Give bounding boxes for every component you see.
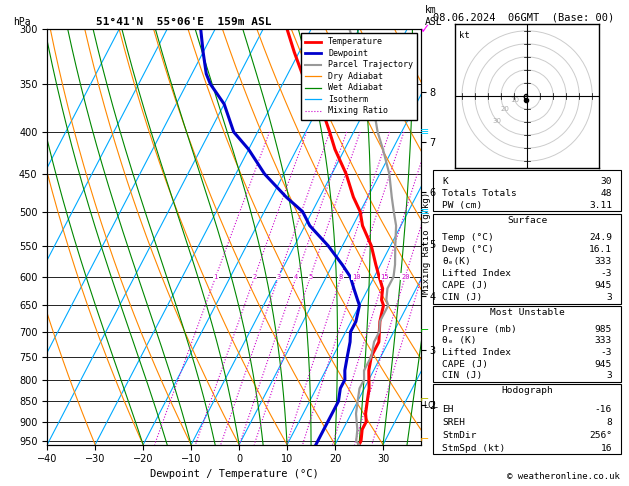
Text: Dewp (°C): Dewp (°C) (442, 245, 494, 254)
Text: 4: 4 (294, 274, 298, 280)
Text: 16: 16 (601, 444, 612, 452)
Text: km
ASL: km ASL (425, 5, 443, 27)
Text: 945: 945 (595, 360, 612, 368)
Text: 8: 8 (606, 418, 612, 427)
Text: 5: 5 (308, 274, 313, 280)
Text: -3: -3 (601, 269, 612, 278)
Text: 20: 20 (500, 106, 509, 112)
Text: Pressure (mb): Pressure (mb) (442, 325, 517, 334)
Text: θₑ(K): θₑ(K) (442, 257, 471, 266)
Text: ⌐: ⌐ (420, 436, 429, 446)
Text: CAPE (J): CAPE (J) (442, 360, 488, 368)
Text: 1: 1 (214, 274, 218, 280)
Text: Mixing Ratio (g/kg): Mixing Ratio (g/kg) (422, 192, 431, 294)
Text: 945: 945 (595, 281, 612, 290)
Text: CIN (J): CIN (J) (442, 371, 482, 380)
Text: Hodograph: Hodograph (501, 386, 553, 396)
Text: Surface: Surface (507, 216, 547, 225)
Text: 8: 8 (339, 274, 343, 280)
Text: 985: 985 (595, 325, 612, 334)
Text: LCL: LCL (423, 401, 438, 410)
Text: 48: 48 (601, 189, 612, 198)
Text: 10: 10 (510, 97, 520, 104)
Text: 10: 10 (352, 274, 360, 280)
Text: ⌐: ⌐ (420, 327, 429, 337)
Text: Totals Totals: Totals Totals (442, 189, 517, 198)
Text: ≡: ≡ (420, 207, 429, 217)
Text: 3.11: 3.11 (589, 201, 612, 210)
Text: CIN (J): CIN (J) (442, 293, 482, 302)
Text: ≡: ≡ (420, 127, 429, 137)
Text: StmSpd (kt): StmSpd (kt) (442, 444, 506, 452)
Text: 08.06.2024  06GMT  (Base: 00): 08.06.2024 06GMT (Base: 00) (433, 12, 614, 22)
Text: hPa: hPa (13, 17, 31, 27)
Text: StmDir: StmDir (442, 431, 477, 440)
Text: SREH: SREH (442, 418, 465, 427)
Text: 15: 15 (381, 274, 389, 280)
Text: © weatheronline.co.uk: © weatheronline.co.uk (507, 472, 620, 481)
Text: EH: EH (442, 405, 454, 414)
Text: 30: 30 (493, 118, 502, 124)
Text: 51°41'N  55°06'E  159m ASL: 51°41'N 55°06'E 159m ASL (96, 17, 271, 27)
Text: 30: 30 (601, 177, 612, 187)
Text: θₑ (K): θₑ (K) (442, 336, 477, 346)
Text: Temp (°C): Temp (°C) (442, 233, 494, 243)
Text: 16.1: 16.1 (589, 245, 612, 254)
Text: 256°: 256° (589, 431, 612, 440)
Text: ✓: ✓ (420, 23, 430, 35)
Text: PW (cm): PW (cm) (442, 201, 482, 210)
Text: 2: 2 (252, 274, 257, 280)
Legend: Temperature, Dewpoint, Parcel Trajectory, Dry Adiabat, Wet Adiabat, Isotherm, Mi: Temperature, Dewpoint, Parcel Trajectory… (301, 34, 417, 120)
Text: 3: 3 (606, 293, 612, 302)
Text: Most Unstable: Most Unstable (490, 308, 564, 317)
Text: 333: 333 (595, 257, 612, 266)
Text: 3: 3 (606, 371, 612, 380)
Text: Lifted Index: Lifted Index (442, 269, 511, 278)
Text: 24.9: 24.9 (589, 233, 612, 243)
Text: K: K (442, 177, 448, 187)
Text: ⌐: ⌐ (420, 396, 429, 406)
Text: -16: -16 (595, 405, 612, 414)
Text: kt: kt (459, 31, 470, 40)
Text: 20: 20 (401, 274, 409, 280)
Text: Lifted Index: Lifted Index (442, 348, 511, 357)
Text: 333: 333 (595, 336, 612, 346)
Text: CAPE (J): CAPE (J) (442, 281, 488, 290)
X-axis label: Dewpoint / Temperature (°C): Dewpoint / Temperature (°C) (150, 469, 319, 479)
Text: 3: 3 (277, 274, 281, 280)
Text: -3: -3 (601, 348, 612, 357)
